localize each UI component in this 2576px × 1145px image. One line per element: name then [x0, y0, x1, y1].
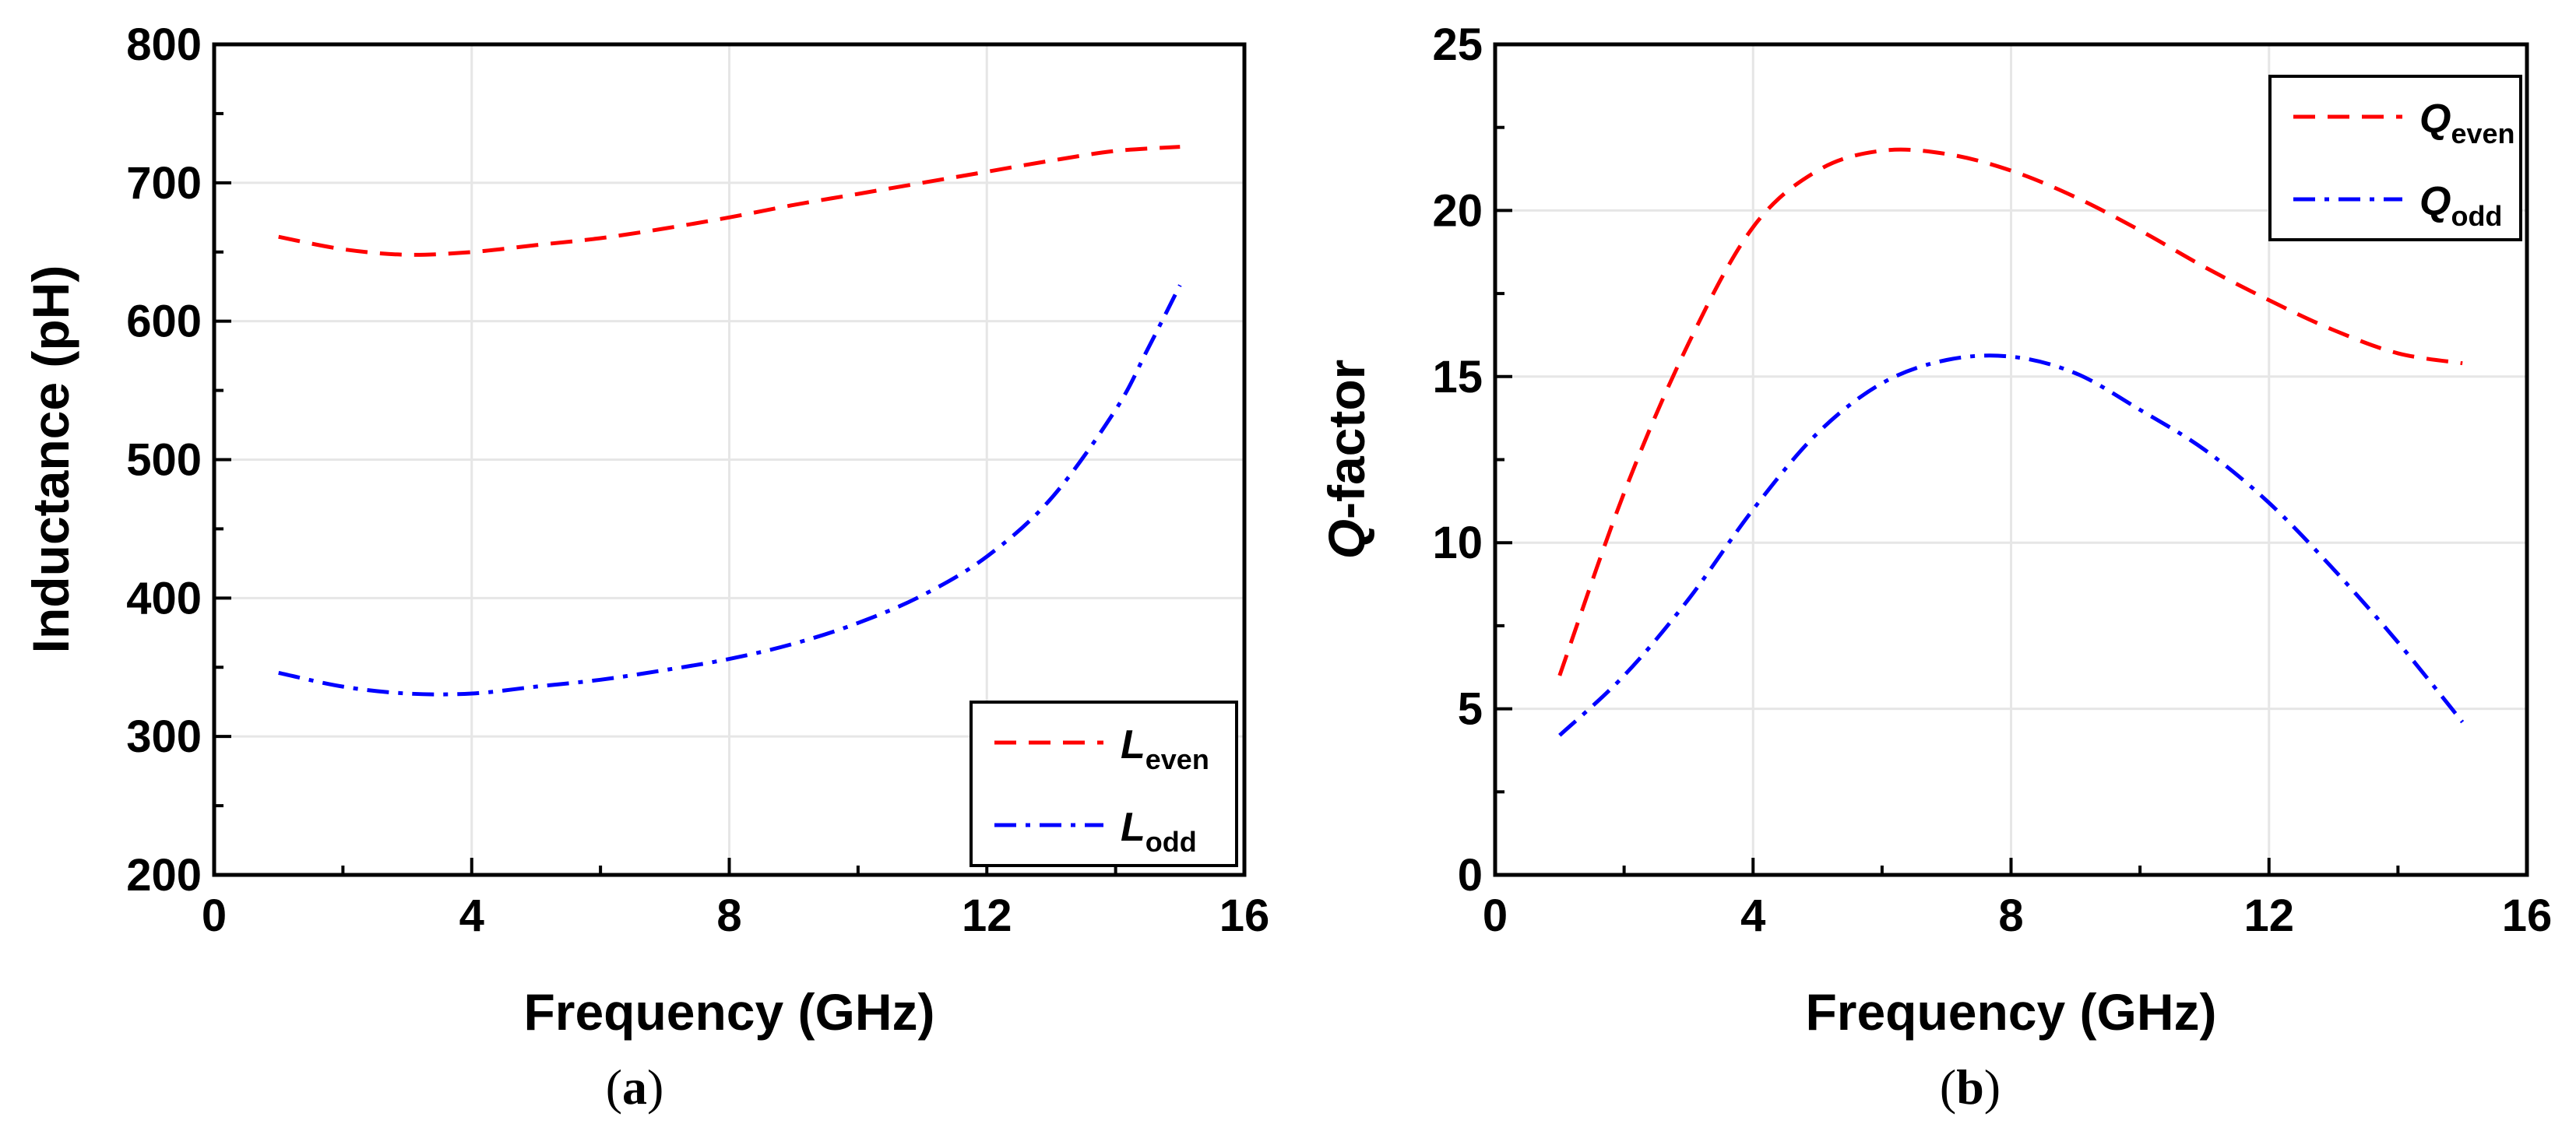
- y-axis-title: Inductance (pH): [22, 265, 79, 654]
- series-line-l-odd: [278, 284, 1182, 697]
- plot-frame: [212, 42, 1247, 877]
- x-axis-title: Frequency (GHz): [523, 983, 934, 1041]
- x-tick-label: 8: [1998, 890, 2023, 941]
- y-tick-label: 800: [126, 19, 202, 70]
- y-tick-label: 500: [126, 435, 202, 486]
- gridlines: [1495, 44, 2527, 875]
- y-axis-title-rest: -factor: [1318, 360, 1375, 519]
- panel-label-letter: a: [622, 1059, 647, 1115]
- y-tick-label: 400: [126, 573, 202, 623]
- x-tick-label: 8: [716, 890, 741, 941]
- legend-subscript: odd: [1145, 826, 1197, 858]
- y-axis-title-italic: Q: [1318, 519, 1375, 559]
- y-tick-label: 0: [1458, 850, 1483, 901]
- y-tick-label: 200: [126, 850, 202, 901]
- y-tick-label: 10: [1432, 518, 1483, 568]
- panel-label-open: (: [606, 1059, 622, 1115]
- legend-subscript: even: [1145, 743, 1209, 775]
- y-tick-label: 5: [1458, 684, 1483, 735]
- ticks: 0 4 8 12 16 200 300 400 500 600 700 800: [126, 19, 1269, 941]
- x-tick-label: 16: [2502, 890, 2553, 941]
- y-tick-label: 15: [1432, 352, 1483, 402]
- x-tick-label: 12: [962, 890, 1012, 941]
- x-tick-label: 4: [1740, 890, 1765, 941]
- x-axis-title: Frequency (GHz): [1805, 983, 2216, 1041]
- panel-label-letter: b: [1956, 1059, 1984, 1115]
- legend-box: [2268, 75, 2522, 241]
- y-tick-label: 25: [1432, 19, 1483, 70]
- series-line-l-even: [278, 145, 1181, 257]
- series-line-q-even: [1557, 147, 2463, 676]
- plot-frame: [1493, 42, 2529, 877]
- x-tick-label: 16: [1219, 890, 1270, 941]
- y-axis-title: Q-factor: [1318, 360, 1375, 560]
- panel-label-close: ): [1984, 1059, 2001, 1115]
- panel-label-close: ): [647, 1059, 663, 1115]
- y-tick-label: 600: [126, 297, 202, 347]
- series-line-q-odd: [1558, 353, 2465, 737]
- legend-box: [970, 701, 1238, 867]
- y-tick-label: 700: [126, 158, 202, 209]
- x-tick-label: 0: [1483, 890, 1508, 941]
- x-tick-label: 4: [459, 890, 484, 941]
- panel-label: (b): [1940, 1059, 2001, 1115]
- panel-label: (a): [606, 1059, 664, 1115]
- legend-subscript: odd: [2451, 200, 2502, 232]
- panel-label-open: (: [1940, 1059, 1956, 1115]
- y-tick-label: 20: [1432, 185, 1483, 236]
- x-tick-label: 0: [202, 890, 227, 941]
- y-tick-label: 300: [126, 711, 202, 762]
- x-tick-label: 12: [2243, 890, 2294, 941]
- gridlines: [214, 44, 1244, 875]
- ticks: 0 4 8 12 16 0 5 10 15 20 25: [1432, 19, 2552, 941]
- legend-subscript: even: [2451, 118, 2514, 149]
